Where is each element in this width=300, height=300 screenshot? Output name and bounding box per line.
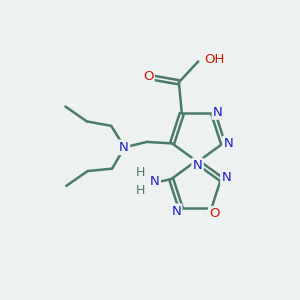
- Text: O: O: [209, 207, 220, 220]
- Text: H: H: [136, 166, 146, 179]
- Text: N: N: [213, 106, 223, 118]
- Text: N: N: [119, 141, 129, 154]
- Text: H: H: [136, 184, 146, 197]
- Text: N: N: [224, 137, 233, 150]
- Text: OH: OH: [205, 53, 225, 67]
- Text: N: N: [150, 175, 160, 188]
- Text: N: N: [221, 171, 231, 184]
- Text: N: N: [193, 159, 202, 172]
- Text: O: O: [143, 70, 154, 83]
- Text: N: N: [171, 205, 181, 218]
